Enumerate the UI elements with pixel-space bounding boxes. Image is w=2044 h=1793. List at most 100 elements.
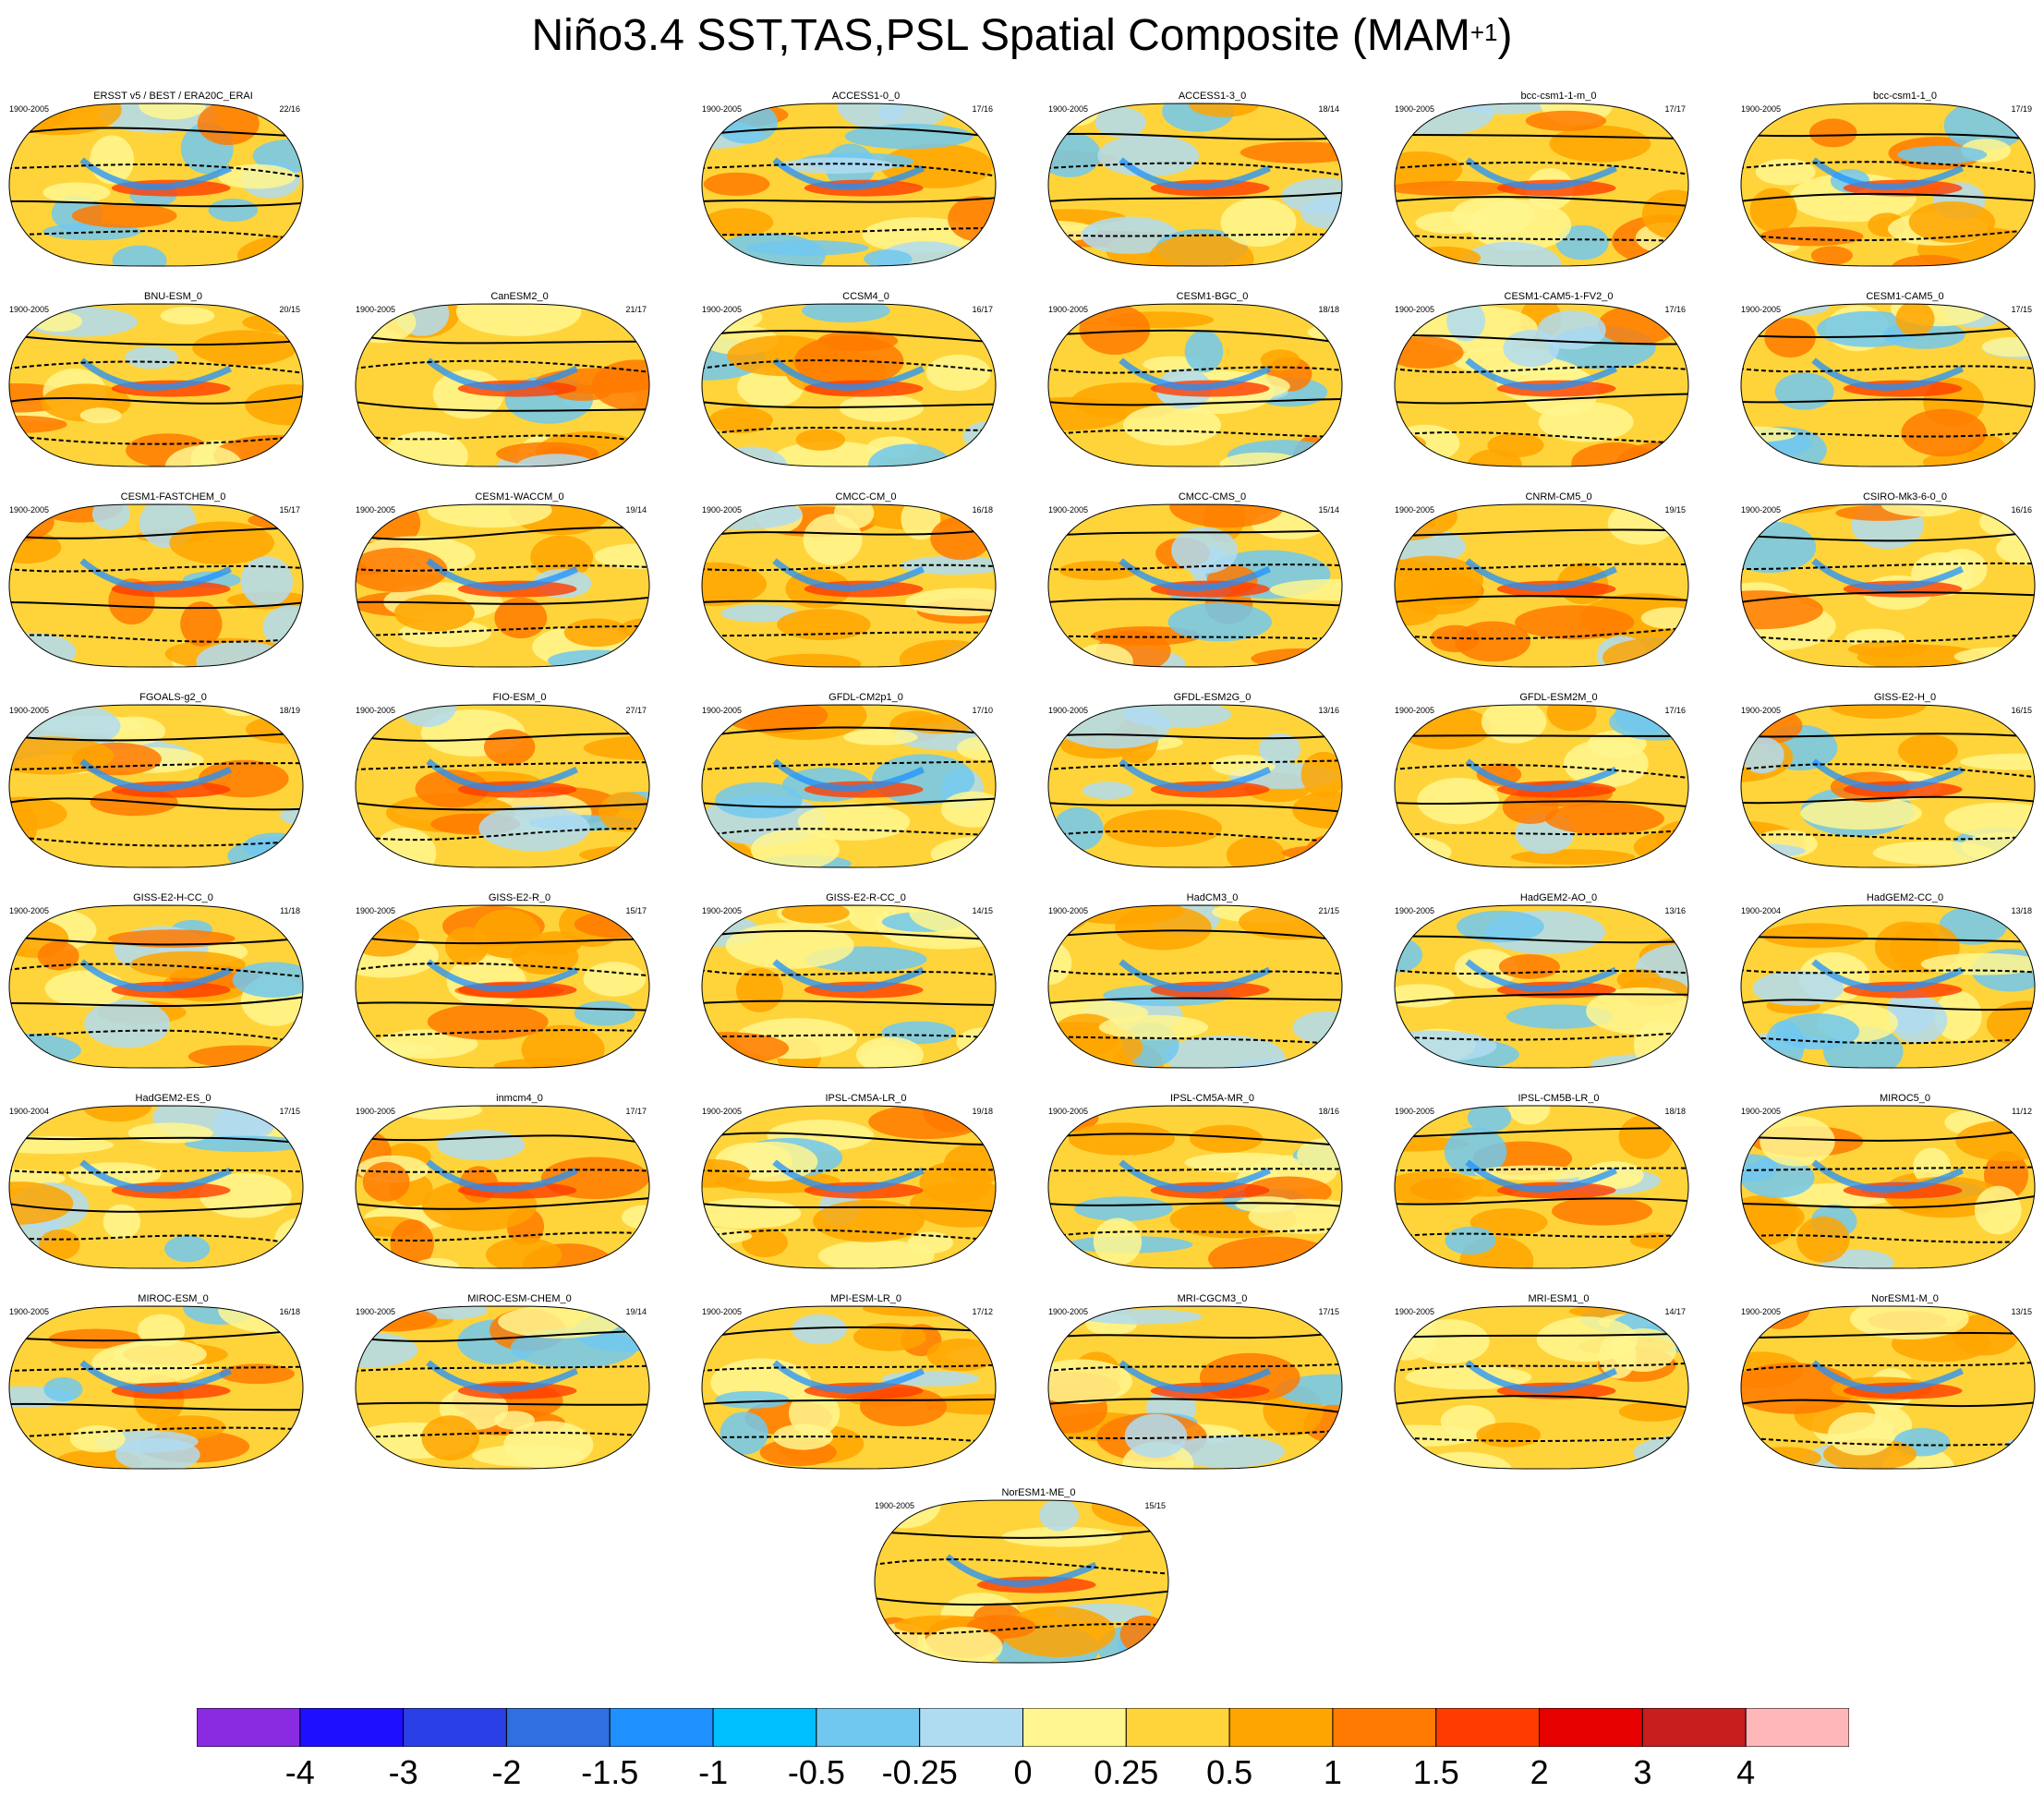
panel-ratio: 14/17 (1664, 1307, 1686, 1316)
anomaly-patch (180, 601, 223, 647)
anomaly-patch (139, 103, 206, 120)
psl-contour (1395, 734, 1688, 737)
map-svg (701, 904, 997, 1069)
psl-contour (1741, 1234, 2035, 1243)
anomaly-patch (48, 1328, 143, 1349)
anomaly-patch (79, 407, 122, 424)
psl-contour (702, 359, 996, 372)
panel-period: 1900-2005 (1395, 305, 1435, 314)
map-svg (355, 503, 650, 668)
panel-ratio: 15/15 (1144, 1501, 1166, 1510)
anomaly-patch (390, 1219, 434, 1268)
anomaly-patch (1260, 349, 1300, 371)
panel-period: 1900-2005 (9, 505, 50, 515)
colorbar-segment (1228, 1708, 1334, 1747)
psl-contour (9, 762, 303, 770)
map-svg (355, 904, 650, 1069)
anomaly-patch (197, 103, 260, 145)
psl-contour (9, 1402, 303, 1411)
psl-contour (9, 634, 303, 643)
panel-ratio: 11/12 (2012, 1107, 2032, 1116)
anomaly-patch (1510, 849, 1636, 865)
panel-ratio: 19/14 (625, 505, 647, 515)
panel-ratio: 15/17 (625, 906, 647, 915)
anomaly-patch (1502, 790, 1559, 824)
anomaly-patch (71, 203, 177, 228)
map-outline (1047, 704, 1343, 868)
panel-ratio: 13/16 (1318, 706, 1339, 715)
psl-contour (356, 733, 649, 742)
psl-contour (702, 226, 996, 236)
psl-contour (9, 1169, 303, 1174)
panel-title: bcc-csm1-1-m_0 (1520, 91, 1597, 102)
map-panel: GISS-E2-R_0 1900-2005 15/17 (346, 892, 693, 1094)
anomaly-patch (1764, 318, 1816, 358)
title-superscript: +1 (1470, 18, 1498, 46)
psl-contour (1741, 133, 2035, 141)
panel-period: 1900-2005 (9, 305, 50, 314)
map-panel: MIROC-ESM_0 1900-2005 16/18 (0, 1293, 346, 1495)
psl-contour (1048, 1429, 1342, 1440)
psl-contour (875, 1623, 1168, 1635)
anomaly-patch (907, 1231, 953, 1254)
colorbar-tick-label: 2 (1530, 1753, 1549, 1791)
psl-contour (1395, 935, 1688, 944)
anomaly-patch (246, 1106, 299, 1115)
psl-contour (1741, 430, 2035, 438)
psl-contour (356, 962, 649, 977)
map-outline (874, 1499, 1169, 1664)
anomaly-patch (583, 962, 647, 997)
anomaly-patch (1487, 432, 1544, 458)
psl-contour (1741, 1127, 2035, 1142)
anomaly-patch (802, 304, 890, 323)
psl-contour (1395, 1395, 1688, 1409)
psl-contour (1741, 1361, 2035, 1372)
map-panel: GISS-E2-H-CC_0 1900-2005 11/18 (0, 892, 346, 1094)
psl-contour (702, 329, 996, 344)
psl-contour (9, 564, 303, 573)
map-svg (355, 1305, 650, 1470)
anomaly-patch (164, 445, 244, 466)
anomaly-patch (1563, 739, 1649, 788)
anomaly-patch (1455, 621, 1530, 662)
map-panel: FGOALS-g2_0 1900-2005 18/19 (0, 692, 346, 893)
map-outline (701, 704, 997, 868)
anomaly-patch (530, 535, 594, 578)
map-outline (1740, 503, 2036, 668)
anomaly-patch (69, 1425, 126, 1453)
anomaly-patch (1538, 402, 1634, 442)
anomaly-patch (510, 1327, 637, 1368)
cold-anomaly-band (1465, 959, 1617, 992)
psl-contour (1395, 1167, 1688, 1172)
anomaly-patch (1607, 504, 1675, 545)
panel-period: 1900-2005 (1048, 505, 1089, 515)
anomaly-patch (1395, 181, 1517, 196)
psl-contour (9, 334, 303, 346)
psl-contour (1741, 1194, 2035, 1209)
map-svg (1394, 103, 1689, 267)
panel-ratio: 18/19 (279, 706, 300, 715)
anomaly-patch (1808, 118, 1857, 148)
map-panel: GFDL-ESM2G_0 1900-2005 13/16 (1039, 692, 1385, 893)
anomaly-patch (1920, 952, 2035, 975)
title-main: Niño3.4 SST,TAS,PSL Spatial Composite (M… (531, 11, 1470, 60)
map-svg (1740, 704, 2036, 868)
psl-contour (9, 835, 303, 847)
anomaly-patch (919, 1161, 992, 1205)
map-panel: ERSST v5 / BEST / ERA20C_ERAI 1900-2005 22… (0, 91, 346, 292)
panel-ratio: 17/16 (1664, 706, 1686, 715)
map-panel: MRI-CGCM3_0 1900-2005 17/15 (1039, 1293, 1385, 1495)
anomaly-patch (1611, 1328, 1676, 1372)
psl-contour (1395, 431, 1688, 445)
map-svg (701, 503, 997, 668)
map-svg (8, 303, 304, 467)
colorbar-tick-label: -0.5 (787, 1753, 845, 1791)
psl-contour (702, 527, 996, 537)
anomaly-patch (1546, 705, 1597, 732)
psl-contour (1741, 795, 2035, 805)
anomaly-patch (1292, 1011, 1342, 1044)
map-outline (1394, 704, 1689, 868)
anomaly-patch (184, 1135, 303, 1152)
anomaly-patch (1097, 134, 1199, 177)
psl-contour (1741, 562, 2035, 571)
